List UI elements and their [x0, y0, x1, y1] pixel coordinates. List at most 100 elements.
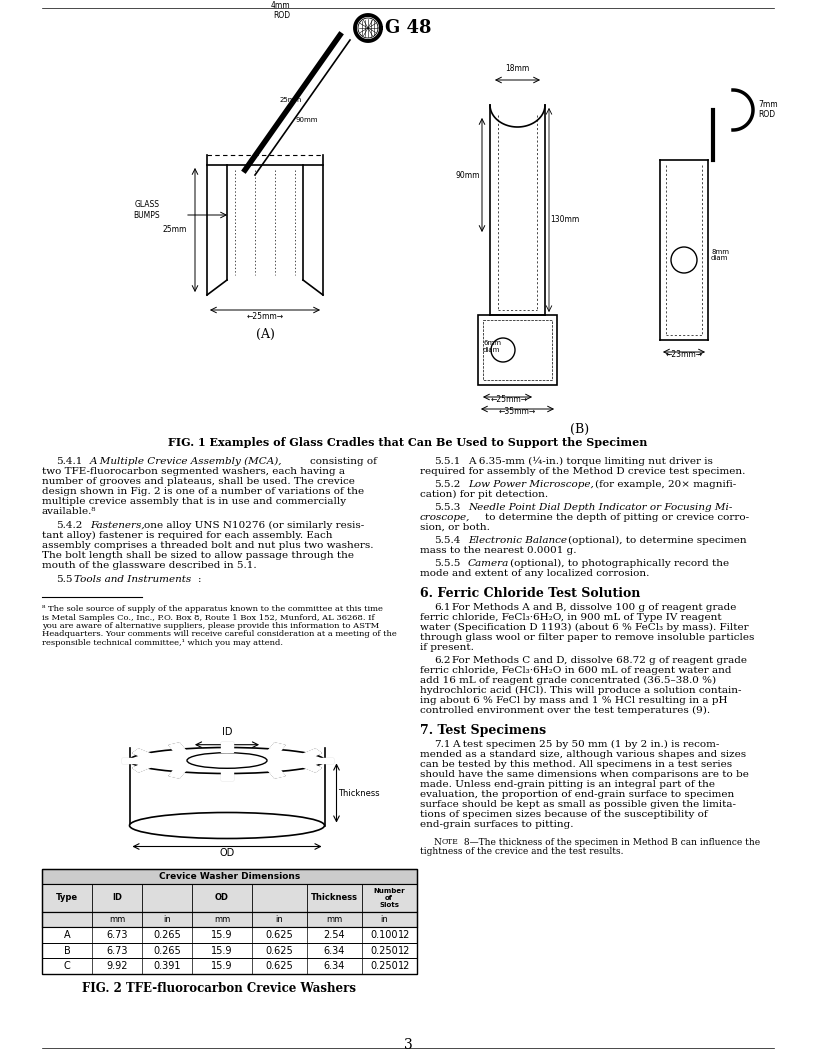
Text: 15.9: 15.9 [211, 961, 233, 972]
Text: 25mm: 25mm [280, 97, 302, 103]
Text: 8mm
diam: 8mm diam [711, 248, 729, 262]
Text: FIG. 2 TFE-fluorocarbon Crevice Washers: FIG. 2 TFE-fluorocarbon Crevice Washers [82, 982, 357, 995]
Text: ferric chloride, FeCl₃·6H₂O in 600 mL of reagent water and: ferric chloride, FeCl₃·6H₂O in 600 mL of… [420, 666, 731, 675]
Text: N: N [434, 838, 442, 847]
Text: one alloy UNS N10276 (or similarly resis-: one alloy UNS N10276 (or similarly resis… [144, 521, 364, 530]
Text: Thickness: Thickness [339, 789, 380, 797]
Text: 130mm: 130mm [550, 215, 579, 225]
Text: ing about 6 % FeCl by mass and 1 % HCl resulting in a pH: ing about 6 % FeCl by mass and 1 % HCl r… [420, 696, 728, 705]
Text: OD: OD [220, 849, 235, 859]
Text: 12: 12 [398, 961, 410, 972]
Text: 4mm
ROD: 4mm ROD [270, 1, 290, 20]
Text: 0.265: 0.265 [153, 946, 181, 956]
Polygon shape [268, 742, 285, 754]
Bar [42, 912, 417, 927]
Text: OTE: OTE [442, 838, 459, 846]
Text: 6.34: 6.34 [323, 961, 344, 972]
Text: controlled environment over the test temperatures (9).: controlled environment over the test tem… [420, 706, 710, 715]
Text: 5.5.1: 5.5.1 [434, 457, 460, 466]
Text: 0.625: 0.625 [265, 930, 293, 940]
Ellipse shape [130, 812, 325, 838]
Text: Needle Point Dial Depth Indicator or Focusing Mi-: Needle Point Dial Depth Indicator or Foc… [468, 503, 733, 512]
Polygon shape [169, 767, 186, 778]
Ellipse shape [130, 748, 325, 773]
Text: tightness of the crevice and the test results.: tightness of the crevice and the test re… [420, 847, 623, 856]
Text: 7.1: 7.1 [434, 740, 450, 749]
Text: water (Specification D 1193) (about 6 % FeCl₃ by mass). Filter: water (Specification D 1193) (about 6 % … [420, 623, 748, 633]
Text: 15.9: 15.9 [211, 946, 233, 956]
Text: ←35mm→: ←35mm→ [499, 407, 536, 416]
Text: 90mm: 90mm [295, 117, 317, 122]
Text: ←25mm→: ←25mm→ [491, 395, 528, 404]
Text: 5.5.3: 5.5.3 [434, 503, 460, 512]
Text: GLASS
BUMPS: GLASS BUMPS [133, 201, 160, 220]
Text: (A): (A) [255, 328, 274, 341]
Text: made. Unless end-grain pitting is an integral part of the: made. Unless end-grain pitting is an int… [420, 780, 715, 789]
Text: responsible technical committee,¹ which you may attend.: responsible technical committee,¹ which … [42, 639, 283, 647]
Polygon shape [133, 749, 151, 758]
Text: ID: ID [222, 727, 233, 737]
Text: 0.391: 0.391 [153, 961, 181, 972]
Text: should have the same dimensions when comparisons are to be: should have the same dimensions when com… [420, 770, 749, 779]
Text: cation) for pit detection.: cation) for pit detection. [420, 490, 548, 499]
Text: mm: mm [326, 916, 342, 924]
Text: sion, or both.: sion, or both. [420, 523, 490, 532]
Polygon shape [169, 742, 186, 754]
Bar [483, 320, 552, 380]
Polygon shape [221, 741, 233, 752]
Bar [42, 868, 417, 974]
Ellipse shape [187, 753, 267, 769]
Text: number of grooves and plateaus, shall be used. The crevice: number of grooves and plateaus, shall be… [42, 477, 355, 486]
Text: 5.5.4: 5.5.4 [434, 536, 460, 545]
Text: if present.: if present. [420, 643, 474, 652]
Text: (B): (B) [570, 423, 590, 436]
Text: :: : [198, 576, 202, 584]
Text: Thickness: Thickness [311, 893, 357, 903]
Text: mended as a standard size, although various shapes and sizes: mended as a standard size, although vari… [420, 750, 746, 759]
Bar [42, 884, 417, 912]
Text: OD: OD [215, 893, 229, 903]
Text: ←23mm→: ←23mm→ [665, 350, 703, 359]
Text: hydrochloric acid (HCl). This will produce a solution contain-: hydrochloric acid (HCl). This will produ… [420, 686, 742, 695]
Text: consisting of: consisting of [310, 457, 377, 466]
Text: A test specimen 25 by 50 mm (1 by 2 in.) is recom-: A test specimen 25 by 50 mm (1 by 2 in.)… [452, 740, 720, 749]
Text: 18mm: 18mm [505, 64, 530, 73]
Text: Tools and Instruments: Tools and Instruments [74, 576, 191, 584]
Text: 6.73: 6.73 [106, 930, 128, 940]
Polygon shape [318, 758, 332, 762]
Text: required for assembly of the Method D crevice test specimen.: required for assembly of the Method D cr… [420, 467, 745, 476]
Text: The bolt length shall be sized to allow passage through the: The bolt length shall be sized to allow … [42, 551, 354, 560]
Text: evaluation, the proportion of end-grain surface to specimen: evaluation, the proportion of end-grain … [420, 790, 734, 799]
Bar [42, 959, 417, 974]
Text: 0.625: 0.625 [265, 961, 293, 972]
Text: 0.265: 0.265 [153, 930, 181, 940]
Text: B: B [64, 946, 70, 956]
Text: G 48: G 48 [385, 19, 432, 37]
Text: multiple crevice assembly that is in use and commercially: multiple crevice assembly that is in use… [42, 497, 346, 506]
Text: For Methods A and B, dissolve 100 g of reagent grade: For Methods A and B, dissolve 100 g of r… [452, 603, 736, 612]
Text: 12: 12 [398, 946, 410, 956]
Text: Headquarters. Your comments will receive careful consideration at a meeting of t: Headquarters. Your comments will receive… [42, 630, 397, 639]
Text: mode and extent of any localized corrosion.: mode and extent of any localized corrosi… [420, 569, 650, 578]
Text: 90mm: 90mm [455, 170, 480, 180]
Text: 0.250: 0.250 [370, 946, 398, 956]
Text: Crevice Washer Dimensions: Crevice Washer Dimensions [159, 872, 300, 881]
Text: Low Power Microscope,: Low Power Microscope, [468, 480, 594, 489]
Polygon shape [304, 762, 322, 772]
Text: in: in [275, 916, 283, 924]
Text: A Multiple Crevice Assembly (MCA),: A Multiple Crevice Assembly (MCA), [90, 457, 282, 466]
Text: ⁸ The sole source of supply of the apparatus known to the committee at this time: ⁸ The sole source of supply of the appar… [42, 605, 383, 612]
Text: 9.92: 9.92 [106, 961, 128, 972]
Text: 5.5: 5.5 [56, 576, 73, 584]
Text: two TFE-fluorocarbon segmented washers, each having a: two TFE-fluorocarbon segmented washers, … [42, 467, 345, 476]
Polygon shape [268, 767, 285, 778]
Bar [42, 868, 417, 884]
Text: FIG. 1 Examples of Glass Cradles that Can Be Used to Support the Specimen: FIG. 1 Examples of Glass Cradles that Ca… [168, 437, 648, 448]
Text: 5.4.1: 5.4.1 [56, 457, 82, 466]
Text: (optional), to determine specimen: (optional), to determine specimen [568, 536, 747, 545]
Text: Electronic Balance: Electronic Balance [468, 536, 567, 545]
Text: ←25mm→: ←25mm→ [246, 312, 284, 321]
Text: 0.100: 0.100 [370, 930, 397, 940]
Text: mouth of the glassware described in 5.1.: mouth of the glassware described in 5.1. [42, 561, 256, 570]
Text: 6.1: 6.1 [434, 603, 450, 612]
